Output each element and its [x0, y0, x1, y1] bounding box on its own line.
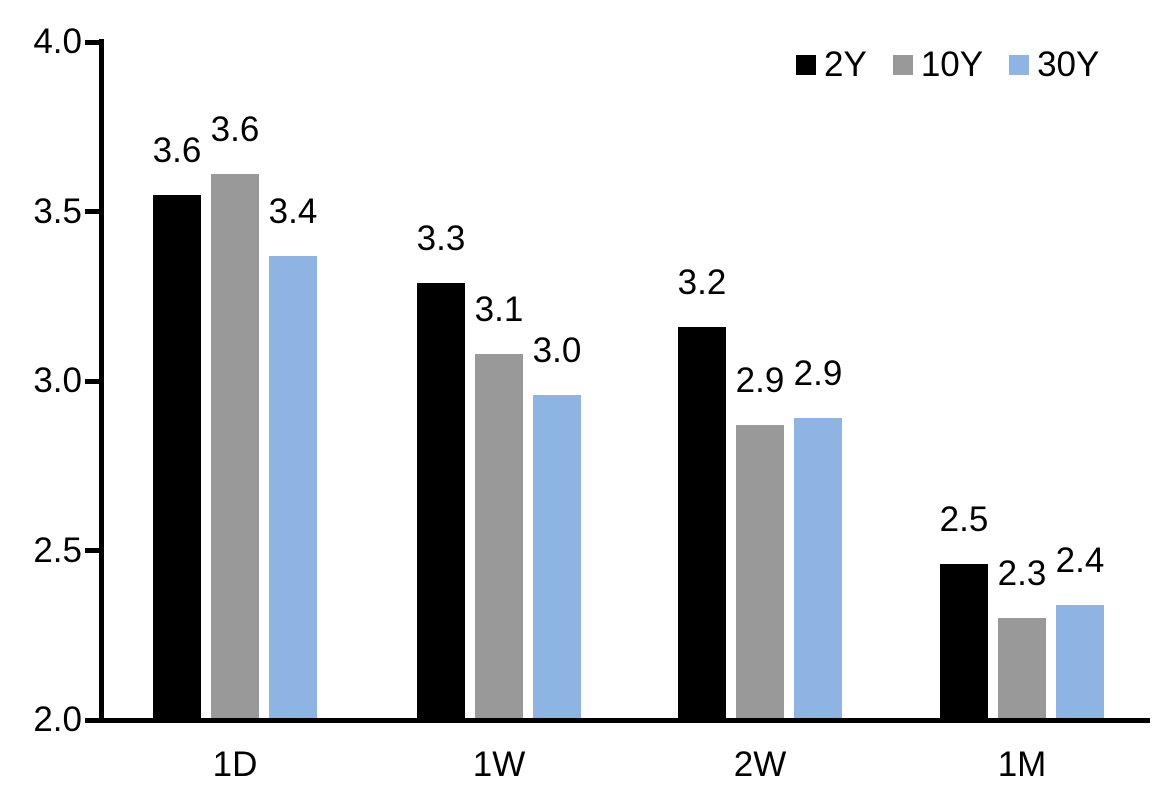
bar-value-label: 2.9: [793, 354, 843, 393]
x-axis-line: [99, 718, 1150, 723]
bar-2y-2w: [678, 327, 726, 718]
legend-swatch-30y-icon: [1009, 55, 1030, 75]
bar-30y-1d: [269, 256, 317, 718]
bar-2y-1d: [153, 195, 201, 718]
bar-2y-1w: [417, 283, 465, 718]
y-axis-tick-label: 3.0: [33, 361, 82, 400]
bar-column-10y-1m: 2.3: [998, 555, 1046, 718]
bar-10y-2w: [736, 425, 784, 718]
bar-column-30y-1d: 3.4: [269, 193, 317, 718]
y-axis-tick-label: 3.5: [33, 192, 82, 231]
x-axis-tick-label: 1D: [212, 745, 258, 784]
bar-30y-1w: [533, 395, 581, 718]
bar-value-label: 3.1: [474, 290, 524, 329]
bar-group-2w: 3.2 2.9 2.9: [678, 264, 842, 718]
bar-value-label: 3.3: [416, 219, 466, 258]
bar-10y-1m: [998, 618, 1046, 718]
bar-column-30y-1w: 3.0: [533, 332, 581, 718]
legend: 2Y 10Y 30Y: [796, 45, 1099, 85]
bar-column-2y-1d: 3.6: [153, 132, 201, 718]
y-axis-line: [99, 39, 104, 723]
y-axis-tick: [85, 379, 104, 384]
legend-label: 2Y: [824, 45, 867, 84]
bar-column-2y-1w: 3.3: [417, 220, 465, 718]
bar-30y-2w: [794, 418, 842, 718]
bar-column-2y-2w: 3.2: [678, 264, 726, 718]
bar-value-label: 2.4: [1055, 541, 1105, 580]
legend-item-2y: 2Y: [796, 45, 867, 85]
bar-group-1d: 3.6 3.6 3.4: [153, 111, 317, 718]
bar-30y-1m: [1056, 605, 1104, 718]
plot-area: 3.6 3.6 3.4 3.3 3.1 3.0 3.2 2.9 2.9 2.5 2.3 2.4: [104, 42, 1150, 718]
bar-value-label: 3.4: [268, 192, 318, 231]
bar-10y-1w: [475, 354, 523, 718]
legend-label: 10Y: [920, 45, 984, 84]
bar-column-2y-1m: 2.5: [940, 501, 988, 718]
y-axis-tick: [85, 40, 104, 45]
bar-group-1w: 3.3 3.1 3.0: [417, 220, 581, 718]
x-axis-tick-label: 2W: [733, 745, 787, 784]
bar-value-label: 2.3: [997, 554, 1047, 593]
x-axis-tick-label: 1W: [472, 745, 526, 784]
legend-swatch-2y-icon: [796, 55, 816, 75]
legend-item-30y: 30Y: [1009, 45, 1099, 85]
y-axis-tick: [85, 209, 104, 214]
bar-group-1m: 2.5 2.3 2.4: [940, 501, 1104, 718]
y-axis-tick-label: 2.0: [33, 700, 82, 739]
bar-value-label: 3.6: [210, 110, 260, 149]
bar-value-label: 3.6: [152, 131, 202, 170]
legend-item-10y: 10Y: [892, 45, 984, 85]
bar-value-label: 2.5: [939, 500, 989, 539]
bar-column-10y-1w: 3.1: [475, 291, 523, 718]
x-axis-tick-label: 1M: [997, 745, 1047, 784]
bar-2y-1m: [940, 564, 988, 718]
y-axis-tick-label: 4.0: [33, 22, 82, 61]
bar-column-30y-2w: 2.9: [794, 355, 842, 718]
legend-swatch-10y-icon: [892, 55, 913, 75]
bar-column-10y-1d: 3.6: [211, 111, 259, 718]
legend-label: 30Y: [1037, 45, 1100, 84]
bar-10y-1d: [211, 174, 259, 718]
y-axis-tick: [85, 718, 104, 723]
bar-column-30y-1m: 2.4: [1056, 542, 1104, 718]
bar-column-10y-2w: 2.9: [736, 362, 784, 718]
bar-value-label: 2.9: [735, 361, 785, 400]
y-axis-tick: [85, 548, 104, 553]
y-axis-tick-label: 2.5: [33, 531, 82, 570]
bar-value-label: 3.0: [532, 331, 582, 370]
bar-value-label: 3.2: [677, 263, 727, 302]
